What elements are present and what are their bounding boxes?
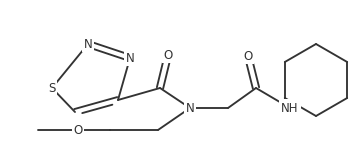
Text: O: O [244,49,253,63]
Text: NH: NH [281,102,299,115]
Text: O: O [164,49,173,61]
Text: N: N [185,102,194,115]
Text: S: S [48,81,56,95]
Text: O: O [73,124,82,136]
Text: N: N [84,37,92,51]
Text: N: N [126,51,135,64]
